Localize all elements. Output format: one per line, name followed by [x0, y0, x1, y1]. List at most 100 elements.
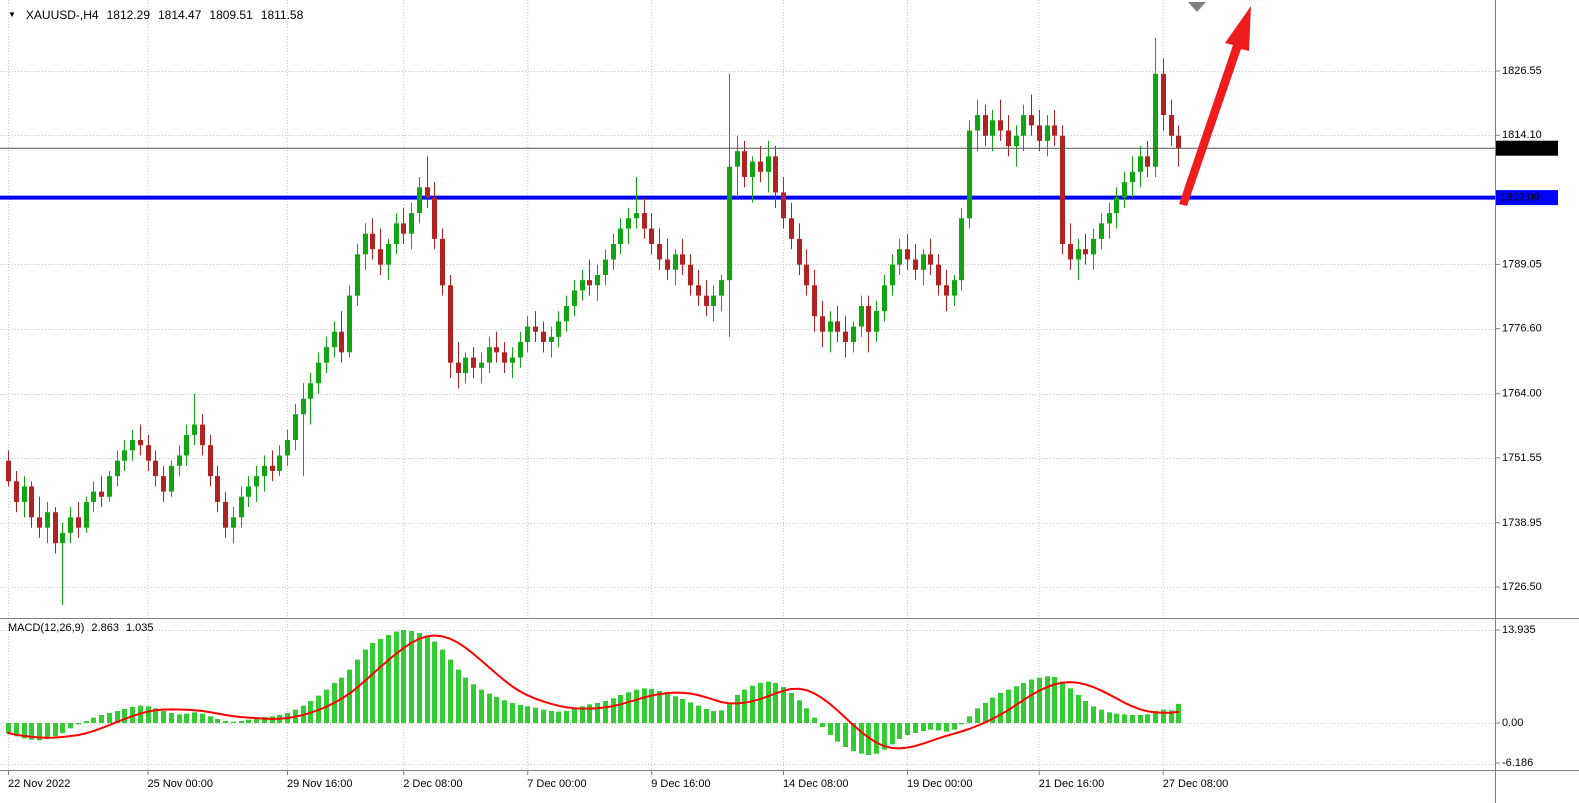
- candle-body: [1114, 197, 1119, 214]
- candle-body: [1006, 130, 1011, 147]
- macd-bar: [254, 718, 259, 723]
- candle-body: [936, 264, 941, 286]
- candle-body: [1083, 249, 1088, 255]
- candle-body: [967, 130, 972, 219]
- candle-body: [339, 331, 344, 353]
- time-axis-label: 21 Dec 16:00: [1039, 778, 1104, 790]
- macd-bar: [1099, 709, 1104, 723]
- macd-bar: [1122, 714, 1127, 723]
- candle-body: [425, 187, 430, 198]
- time-axis-label: 27 Dec 08:00: [1163, 778, 1228, 790]
- candle-body: [750, 161, 755, 177]
- candle-body: [363, 233, 368, 255]
- macd-bar: [789, 692, 794, 723]
- candle-body: [533, 326, 538, 332]
- candle-body: [874, 311, 879, 332]
- candle-body: [525, 326, 530, 343]
- macd-bar: [882, 723, 887, 750]
- macd-bar: [549, 710, 554, 723]
- time-axis[interactable]: 22 Nov 2022 25 Nov 00:00 29 Nov 16:00 2 Dec…: [8, 770, 1228, 790]
- macd-bar: [773, 682, 778, 723]
- symbol-dropdown-icon[interactable]: ▼: [8, 10, 16, 19]
- macd-bar: [208, 716, 213, 723]
- candle-body: [1176, 135, 1181, 149]
- hline-price-tag: [1496, 190, 1558, 206]
- time-axis-label: 19 Dec 00:00: [907, 778, 972, 790]
- candle-body: [1014, 135, 1019, 147]
- macd-bar: [394, 631, 399, 723]
- macd-bar: [905, 723, 910, 736]
- candle-body: [479, 362, 484, 368]
- macd-bar: [37, 723, 42, 741]
- candle-body: [293, 414, 298, 441]
- macd-bar: [153, 708, 158, 723]
- candle-body: [835, 321, 840, 332]
- candle-body: [184, 434, 189, 456]
- candle-body: [417, 187, 422, 214]
- macd-bar: [665, 693, 670, 723]
- macd-bar: [533, 707, 538, 723]
- macd-bar: [99, 714, 104, 723]
- macd-bar: [246, 719, 251, 723]
- trend-arrow-annotation[interactable]: [1179, 6, 1251, 206]
- candle-body: [502, 352, 507, 363]
- macd-bar: [673, 696, 678, 723]
- candle-body: [130, 440, 135, 451]
- candle-body: [595, 274, 600, 286]
- macd-bar: [177, 714, 182, 723]
- candle-body: [711, 295, 716, 306]
- macd-bar: [944, 723, 949, 732]
- macd-bar: [967, 716, 972, 723]
- macd-bar: [742, 689, 747, 723]
- macd-bar: [6, 723, 11, 734]
- candle-body: [301, 398, 306, 415]
- macd-bar: [626, 692, 631, 723]
- candle-body: [580, 280, 585, 291]
- macd-bar: [1138, 714, 1143, 723]
- macd-bar: [1145, 714, 1150, 723]
- macd-bar: [618, 694, 623, 723]
- candle-body: [1029, 115, 1034, 126]
- candlestick-series: [6, 37, 1181, 606]
- candle-body: [742, 151, 747, 177]
- candle-body: [45, 512, 50, 528]
- candle-body: [1091, 238, 1096, 255]
- macd-bar: [363, 649, 368, 723]
- macd-bar: [866, 723, 871, 756]
- price-axis[interactable]: 1826.55 1814.10 1802.00 1789.05 1776.60 1764.…: [1495, 65, 1558, 769]
- macd-bar: [649, 688, 654, 723]
- candle-body: [549, 336, 554, 343]
- candle-body: [1138, 156, 1143, 172]
- macd-bar: [828, 723, 833, 736]
- candle-body: [6, 460, 11, 482]
- macd-bar: [386, 634, 391, 723]
- candle-body: [324, 347, 329, 363]
- candle-body: [91, 491, 96, 502]
- macd-bar: [29, 723, 34, 740]
- candle-body: [22, 486, 27, 502]
- candle-body: [603, 259, 608, 275]
- macd-bar: [115, 710, 120, 723]
- candle-body: [463, 357, 468, 373]
- candle-body: [928, 254, 933, 265]
- macd-bar: [998, 692, 1003, 723]
- candle-body: [169, 465, 174, 492]
- candle-body: [231, 517, 236, 528]
- candle-body: [866, 305, 871, 332]
- candle-body: [673, 254, 678, 270]
- chart-shift-marker[interactable]: [1188, 2, 1206, 12]
- macd-bar: [1091, 706, 1096, 723]
- candle-body: [270, 465, 275, 471]
- candle-body: [913, 259, 918, 270]
- chart-header: ▼ XAUUSD-,H4 1812.29 1814.47 1809.51 181…: [8, 8, 303, 22]
- bid-price-tag-label: 1811.58: [1500, 142, 1539, 154]
- macd-indicator-label: MACD(12,26,9): [8, 622, 85, 634]
- candle-body: [153, 460, 158, 477]
- candle-body: [843, 331, 848, 343]
- candle-body: [975, 115, 980, 131]
- macd-bar: [704, 708, 709, 723]
- macd-bar: [580, 706, 585, 723]
- macd-bar: [1107, 712, 1112, 723]
- macd-bar: [107, 712, 112, 723]
